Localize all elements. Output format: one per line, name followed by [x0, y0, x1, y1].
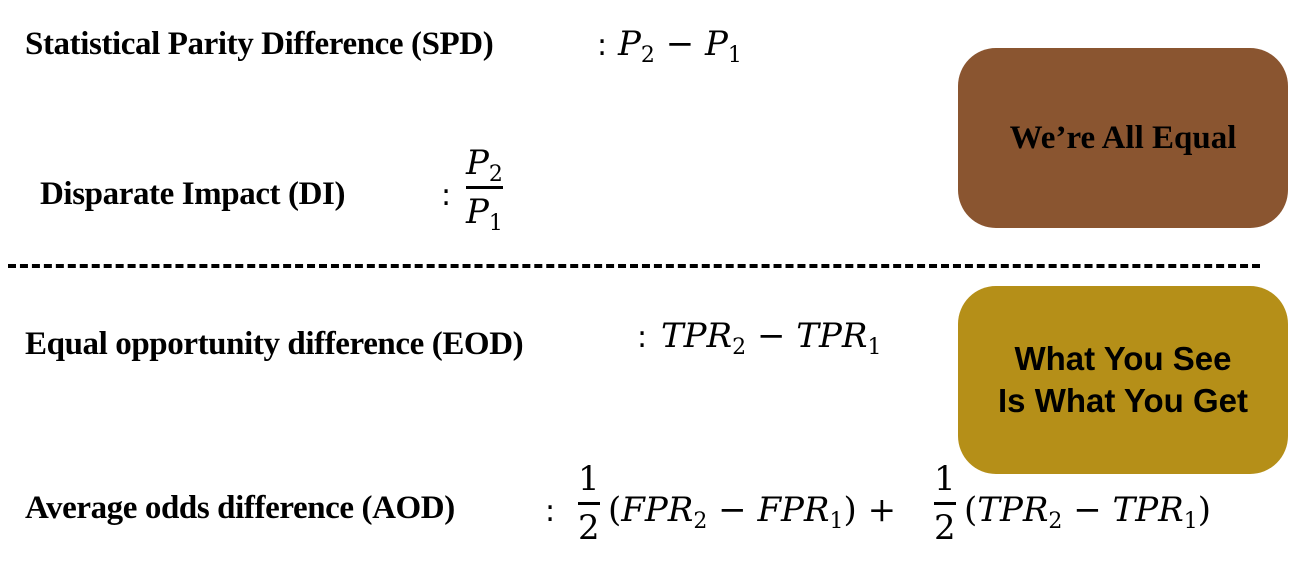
- di-colon: :: [441, 178, 452, 213]
- wysiwyg-line-1: What You See: [1014, 340, 1232, 377]
- aod-fpr-group: (FPR2 − FPR1) +: [608, 490, 897, 534]
- aod-frac2-num: 1: [934, 459, 956, 499]
- spd-term-b-sub: 1: [727, 43, 742, 68]
- eod-term-b: TPR: [796, 316, 868, 356]
- spd-operator: −: [665, 24, 695, 64]
- aod-half-fraction-2: 1 2: [934, 459, 956, 548]
- eod-term-a-sub: 2: [732, 335, 747, 360]
- dashed-divider: [8, 264, 1260, 268]
- eod-term-a: TPR: [661, 316, 733, 356]
- aod-plus-operator: +: [867, 490, 897, 530]
- di-label: Disparate Impact (DI): [40, 176, 346, 212]
- were-all-equal-text: We’re All Equal: [1009, 119, 1237, 156]
- spd-label: Statistical Parity Difference (SPD): [25, 26, 494, 62]
- aod-half-fraction-1: 1 2: [578, 459, 600, 548]
- di-denominator: P1: [466, 192, 503, 236]
- spd-term-b: P: [705, 24, 728, 64]
- eod-label: Equal opportunity difference (EOD): [25, 326, 524, 362]
- eod-operator: −: [756, 316, 786, 356]
- wysiwyg-box: What You See Is What You Get: [958, 286, 1288, 474]
- aod-colon: :: [545, 494, 556, 529]
- di-fraction: P2 P1: [466, 143, 503, 236]
- eod-formula: TPR2 − TPR1: [661, 316, 881, 359]
- aod-frac1-num: 1: [578, 459, 600, 499]
- aod-frac1-bar: [578, 502, 600, 505]
- spd-term-a-sub: 2: [640, 43, 655, 68]
- spd-colon: :: [597, 28, 608, 63]
- were-all-equal-box: We’re All Equal: [958, 48, 1288, 228]
- aod-label: Average odds difference (AOD): [25, 490, 455, 526]
- wysiwyg-line-2: Is What You Get: [998, 382, 1248, 419]
- aod-frac2-den: 2: [934, 508, 956, 548]
- aod-frac2-bar: [934, 502, 956, 505]
- aod-tpr-group: (TPR2 − TPR1): [964, 490, 1211, 534]
- spd-term-a: P: [618, 24, 641, 64]
- di-numerator: P2: [466, 143, 503, 187]
- di-fraction-bar: [466, 186, 503, 189]
- eod-term-b-sub: 1: [867, 335, 882, 360]
- spd-formula: P2 − P1: [618, 24, 742, 67]
- eod-colon: :: [637, 320, 648, 355]
- aod-frac1-den: 2: [578, 508, 600, 548]
